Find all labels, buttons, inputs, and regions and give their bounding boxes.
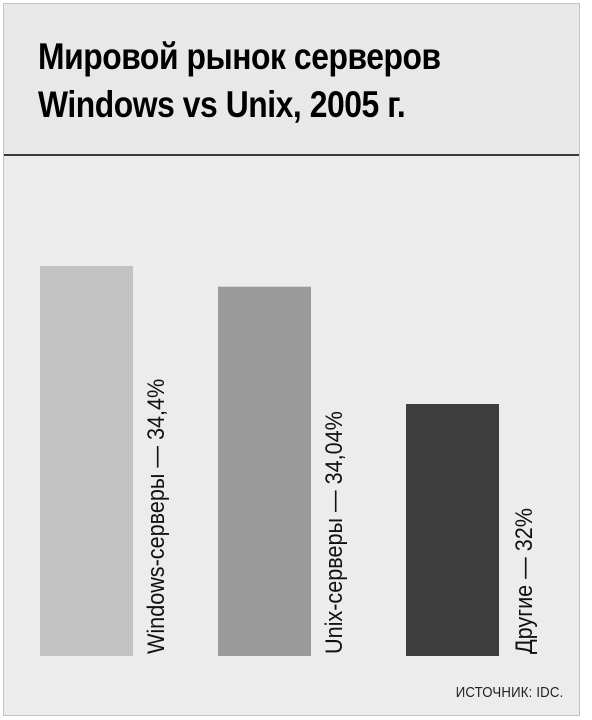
chart-frame: Мировой рынок серверов Windows vs Unix, … [3,3,580,716]
chart-title-line-2: Windows vs Unix, 2005 г. [38,84,406,125]
chart-title-line-1: Мировой рынок серверов [38,36,441,77]
bar-3 [406,404,499,656]
bar-label-1: Windows-серверы — 34,4% [142,379,169,654]
bar-chart: Windows-серверы — 34,4% Unix-серверы — 34… [40,266,537,656]
bar-label-3: Другие — 32% [510,508,537,654]
bar-label-2: Unix-серверы — 34,04% [320,411,347,654]
title-panel: Мировой рынок серверов Windows vs Unix, … [4,4,579,154]
source-note: ИСТОЧНИК: IDC. [455,684,563,701]
title-divider [4,154,579,156]
bar-1 [40,266,133,656]
bar-2 [218,286,311,656]
